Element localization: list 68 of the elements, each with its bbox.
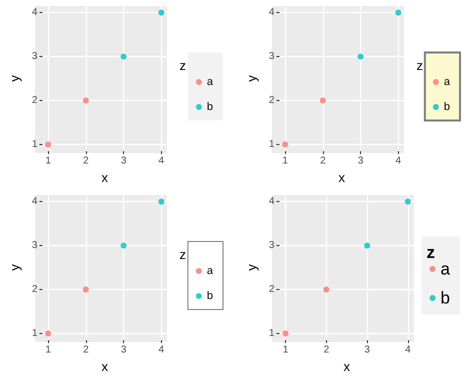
point [82,286,89,293]
y-axis-title: y [7,264,22,271]
point [320,98,326,104]
y-tick-label: 4 [268,7,275,18]
x-tick-label: 3 [120,156,127,167]
point [82,98,89,104]
legend-label: a [206,265,214,277]
x-tick-label: 2 [320,156,326,167]
x-axis-title: x [101,170,108,185]
x-axis-title: x [338,170,346,185]
x-tick-label: 1 [45,156,52,167]
y-tick-label: 1 [32,328,38,340]
y-tick-label: 4 [32,7,38,18]
x-tick-label: 4 [396,156,402,167]
x-tick-label: 2 [83,156,90,167]
legend-label: a [440,260,451,278]
x-tick-label: 3 [358,156,364,167]
x-tick-label: 4 [158,344,165,356]
x-tick-label: 4 [158,156,165,167]
point [45,330,52,337]
x-tick-label: 2 [83,344,90,356]
x-tick-label: 3 [364,344,370,356]
legend-label: b [444,101,450,113]
legend-title: z [180,58,186,73]
point [45,142,52,148]
legend-title: z [416,58,423,73]
point [404,198,411,205]
legend-label: b [206,290,214,302]
point [282,330,289,337]
y-axis-title: y [7,74,22,82]
point [158,10,164,16]
y-tick-label: 4 [32,196,38,208]
y-axis-title: y [244,74,259,82]
y-tick-label: 2 [268,284,275,296]
y-tick-label: 3 [32,240,38,252]
y-tick-label: 2 [32,284,38,296]
y-tick-label: 4 [268,196,275,208]
x-tick-label: 2 [324,344,330,356]
y-tick-label: 3 [268,51,275,62]
y-tick-label: 1 [268,139,275,150]
x-tick-label: 1 [282,344,289,356]
x-tick-label: 4 [405,344,412,356]
y-axis-title: y [244,264,259,271]
legend-title: z [180,247,186,262]
x-tick-label: 3 [120,344,127,356]
y-tick-label: 1 [32,139,38,150]
point [282,142,288,148]
y-tick-label: 1 [268,328,275,340]
point [395,10,402,16]
point [120,242,127,249]
point [120,54,127,60]
point [364,242,370,249]
y-tick-label: 3 [32,51,38,62]
point [323,286,330,293]
legend-label: b [206,101,214,113]
y-tick-label: 3 [268,240,275,252]
x-tick-label: 1 [45,344,52,356]
point [358,54,364,60]
y-tick-label: 2 [32,95,38,106]
legend-label: b [440,288,450,308]
legend-label: a [206,76,214,88]
legend-title: z [426,243,435,262]
x-tick-label: 1 [282,156,288,167]
legend-label: a [444,76,451,88]
y-tick-label: 2 [268,95,275,106]
x-axis-title: x [343,359,350,374]
x-axis-title: x [101,359,108,374]
point [158,198,164,205]
